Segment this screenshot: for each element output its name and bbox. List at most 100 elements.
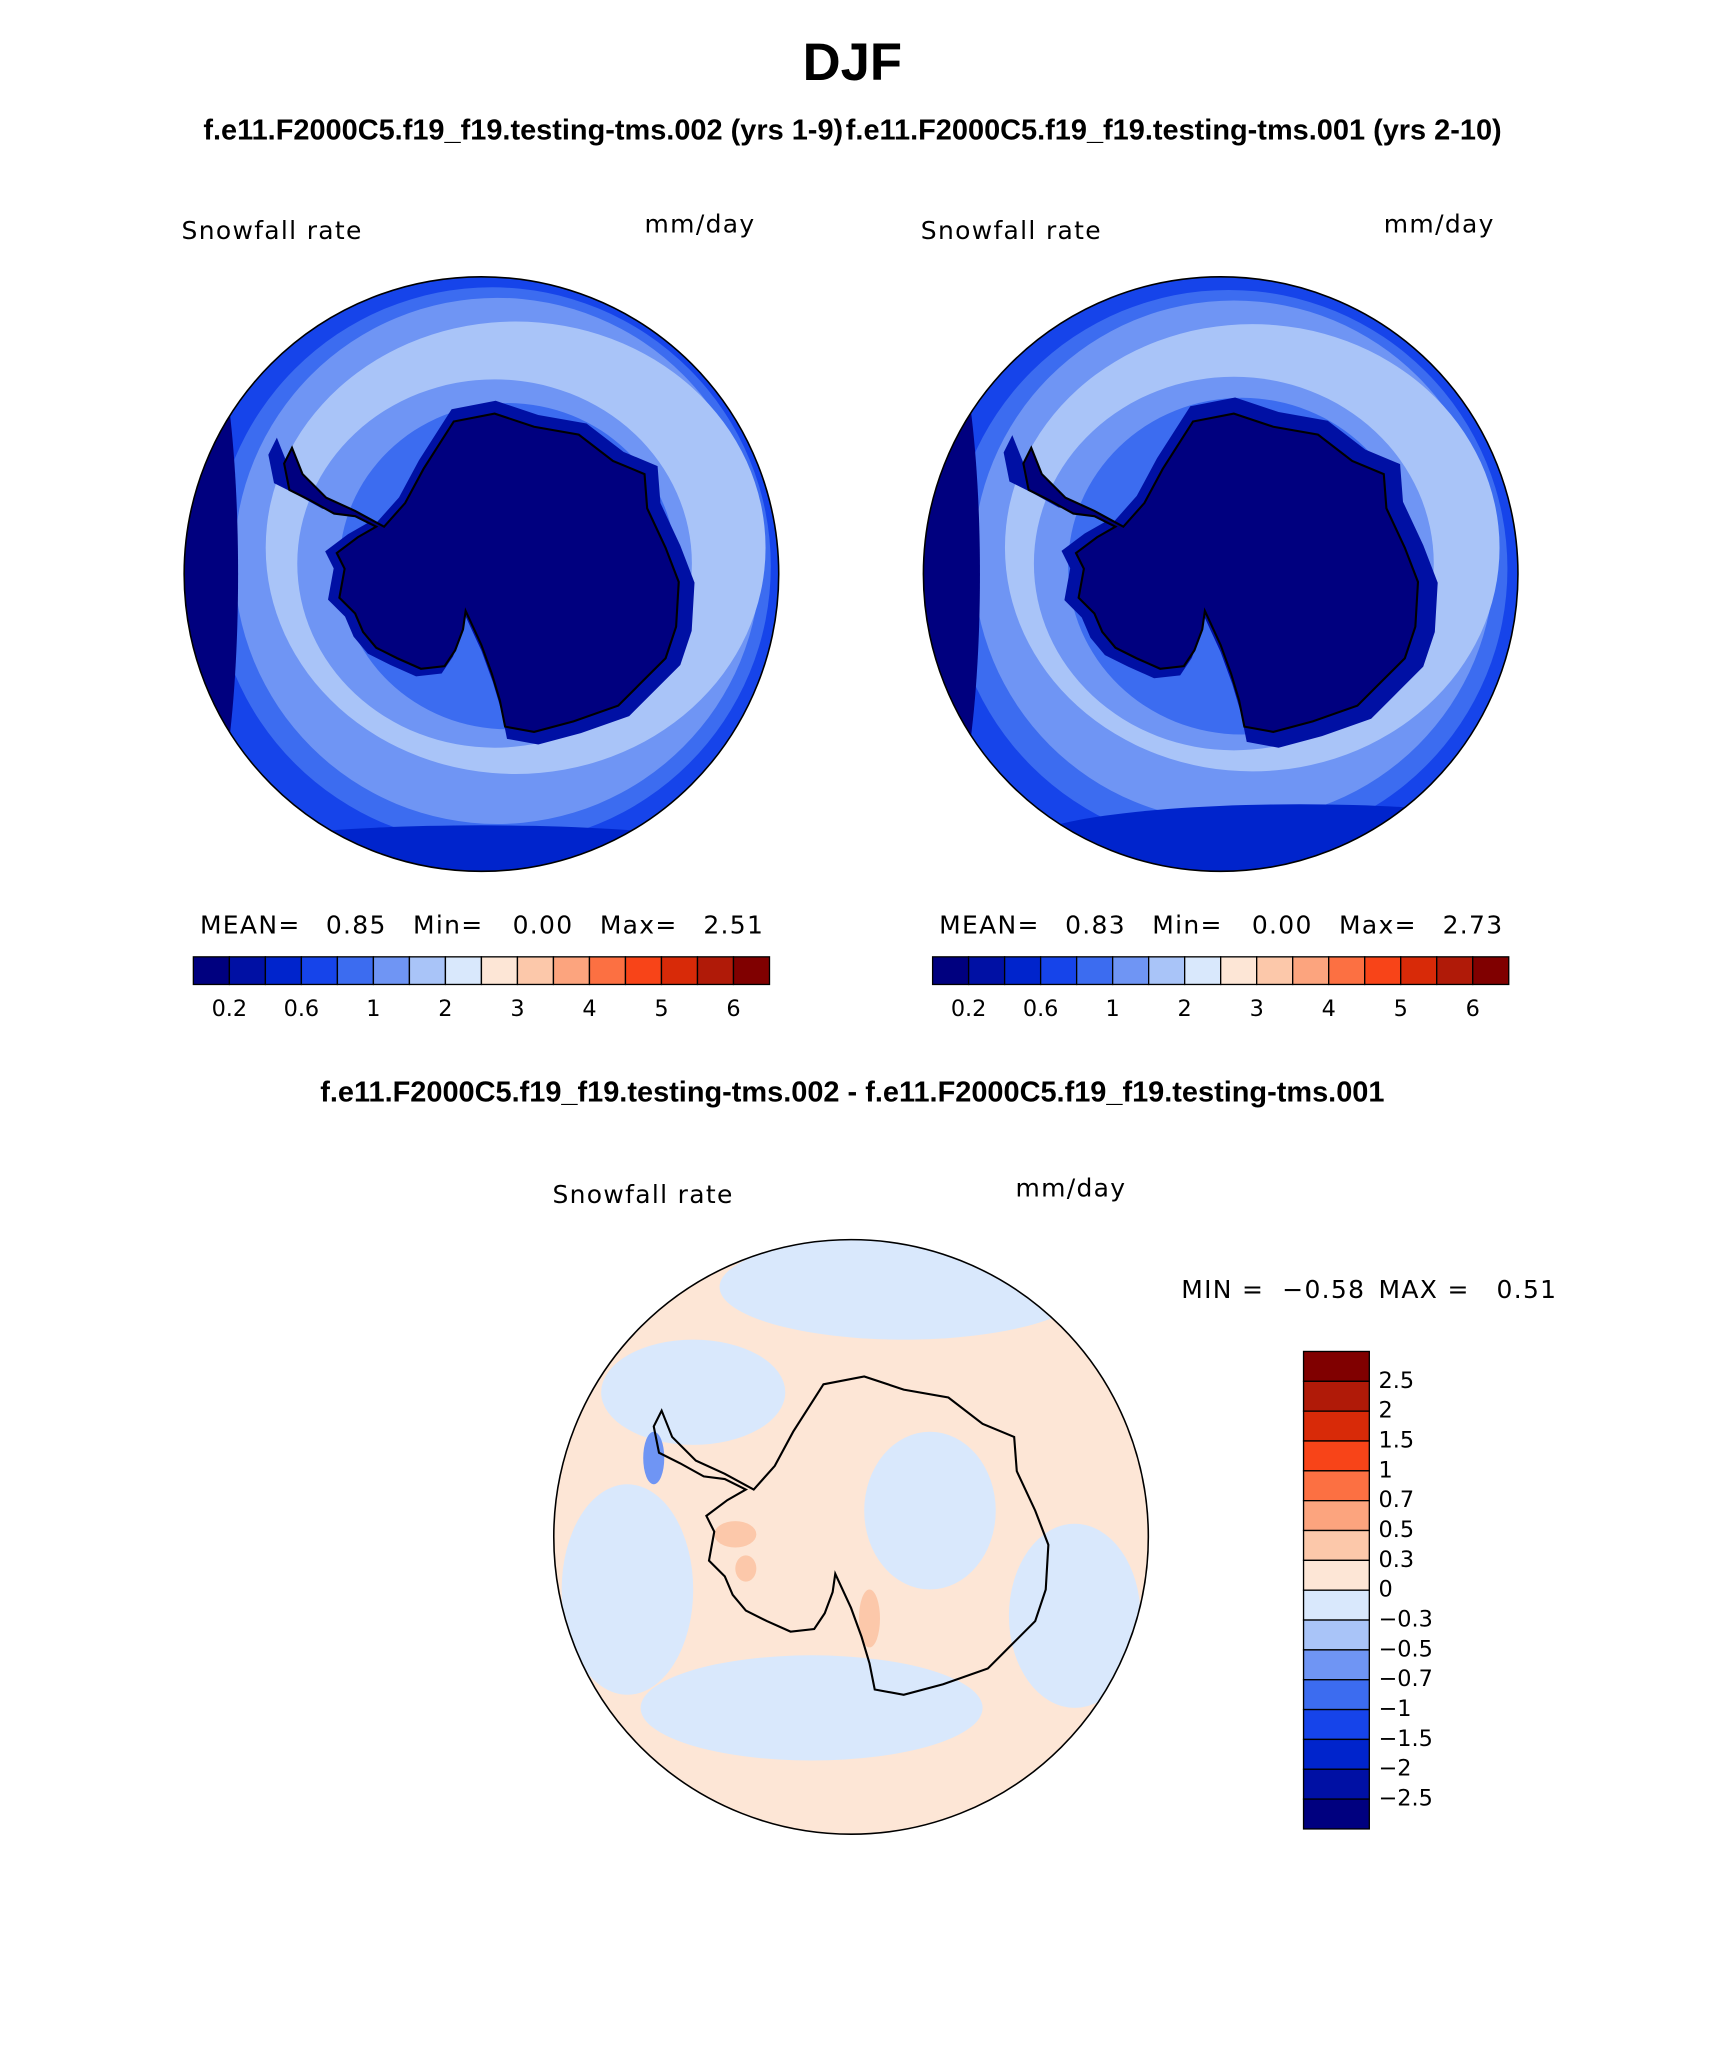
colorbar-box (1184, 956, 1222, 986)
colorbar-box (228, 956, 267, 986)
map (922, 275, 1519, 873)
max-label: MAX = (1379, 1275, 1470, 1304)
colorbar-label: 1 (366, 996, 380, 1022)
colorbar-box (1075, 956, 1114, 986)
colorbar-box (732, 956, 771, 986)
stat-value: 0.00 (513, 911, 574, 940)
colorbar-label: 0.5 (1379, 1517, 1415, 1543)
colorbar-label: 0.2 (212, 996, 248, 1022)
variable: Snowfall rate (921, 216, 1102, 245)
colorbar-label: −0.7 (1379, 1666, 1433, 1692)
colorbar-box (967, 956, 1006, 986)
colorbar-box (1302, 1529, 1370, 1562)
units: mm/day (1384, 209, 1495, 238)
diff-title: f.e11.F2000C5.f19_f19.testing-tms.002 - … (320, 1076, 1384, 1108)
colorbar-box (336, 956, 375, 986)
colorbar-label: −1.5 (1379, 1726, 1433, 1752)
map (183, 275, 780, 873)
colorbar-label: 2 (1178, 996, 1192, 1022)
colorbar-box (1302, 1500, 1370, 1532)
colorbar-box (444, 956, 483, 986)
colorbar-label: 4 (582, 996, 596, 1022)
panel: Snowfall rate mm/day MEAN= 0.83 Min= 0.0… (921, 209, 1519, 1022)
colorbar-box (1292, 956, 1330, 986)
colorbar-box (1003, 956, 1042, 986)
stat-value: 2.51 (703, 911, 764, 940)
colorbar-label: 5 (1394, 996, 1408, 1022)
max-value: 0.51 (1497, 1275, 1558, 1304)
colorbar-label: −2 (1379, 1756, 1412, 1782)
stat-label: Min= (1152, 911, 1223, 940)
colorbar-label: 0.7 (1379, 1487, 1415, 1513)
colorbar-label: 1 (1106, 996, 1120, 1022)
min-label: MIN = (1181, 1275, 1264, 1304)
colorbar-box (696, 956, 735, 986)
units: mm/day (645, 209, 756, 238)
map (552, 1238, 1150, 1835)
stat-label: Max= (600, 911, 678, 940)
colorbar-label: 3 (1250, 996, 1264, 1022)
colorbar-box (1472, 956, 1510, 986)
colorbar-box (1302, 1440, 1370, 1472)
colorbar-box (408, 956, 447, 986)
colorbar-box (480, 956, 519, 986)
colorbar-box (1302, 1380, 1370, 1412)
colorbar-box (516, 956, 555, 986)
colorbar-label: 2 (1379, 1398, 1393, 1424)
colorbar-box (1111, 956, 1150, 986)
colorbar-box (1328, 956, 1366, 986)
colorbar-box (192, 956, 231, 986)
colorbar-box (1400, 956, 1438, 986)
stat-value: 0.83 (1065, 911, 1126, 940)
colorbar-label: 2.5 (1379, 1368, 1415, 1394)
colorbar-label: 3 (510, 996, 524, 1022)
stat-label: Max= (1339, 911, 1417, 940)
colorbar-label: 6 (726, 996, 740, 1022)
colorbar-label: −0.3 (1379, 1607, 1433, 1633)
colorbar-label: −1 (1379, 1696, 1412, 1722)
colorbar-box (300, 956, 339, 986)
colorbar-label: 0 (1379, 1577, 1393, 1603)
colorbar-box (1302, 1350, 1370, 1382)
colorbar-label: 0.3 (1379, 1547, 1415, 1573)
colorbar-label: 5 (654, 996, 668, 1022)
colorbar-label: 6 (1466, 996, 1480, 1022)
colorbar-box (1302, 1768, 1370, 1800)
colorbar-box (552, 956, 591, 986)
colorbar-box (1148, 956, 1186, 986)
colorbar: 0.2 0.6 1 2 3 4 5 6 (931, 956, 1510, 1022)
colorbar-box (931, 956, 970, 986)
subtitle: f.e11.F2000C5.f19_f19.testing-tms.001 (y… (846, 115, 1502, 147)
colorbar-box (1302, 1559, 1370, 1591)
colorbar-box (624, 956, 663, 986)
panel: Snowfall rate mm/day MEAN= 0.85 Min= 0.0… (182, 209, 780, 1022)
stat-value: 0.00 (1252, 911, 1313, 940)
colorbar-box (1302, 1470, 1370, 1502)
colorbar-box (1302, 1738, 1370, 1770)
colorbar-box (1302, 1619, 1370, 1651)
colorbar-box (372, 956, 411, 986)
colorbar-box (1302, 1708, 1370, 1741)
stat-label: Min= (413, 911, 484, 940)
colorbar: 2.5 2 1.5 1 0.7 0.5 0.3 0 −0.3 −0.5 −0.7 −1 −1.5 −2 −2… (1302, 1350, 1433, 1830)
colorbar: 0.2 0.6 1 2 3 4 5 6 (192, 956, 771, 1022)
colorbar-box (660, 956, 699, 986)
subtitle: f.e11.F2000C5.f19_f19.testing-tms.002 (y… (203, 115, 843, 147)
min-value: −0.58 (1282, 1275, 1365, 1304)
colorbar-box (1302, 1410, 1370, 1442)
colorbar-label: −0.5 (1379, 1636, 1433, 1662)
colorbar-label: 1.5 (1379, 1427, 1415, 1453)
stat-value: 0.85 (326, 911, 387, 940)
variable: Snowfall rate (182, 216, 363, 245)
colorbar-box (264, 956, 303, 986)
colorbar-label: 0.6 (284, 996, 320, 1022)
colorbar-box (1302, 1798, 1370, 1830)
colorbar-box (1256, 956, 1294, 986)
colorbar-label: 1 (1379, 1457, 1393, 1483)
colorbar-box (1220, 956, 1258, 986)
colorbar-box (1039, 956, 1078, 986)
colorbar-box (1436, 956, 1474, 986)
colorbar-label: 2 (438, 996, 452, 1022)
